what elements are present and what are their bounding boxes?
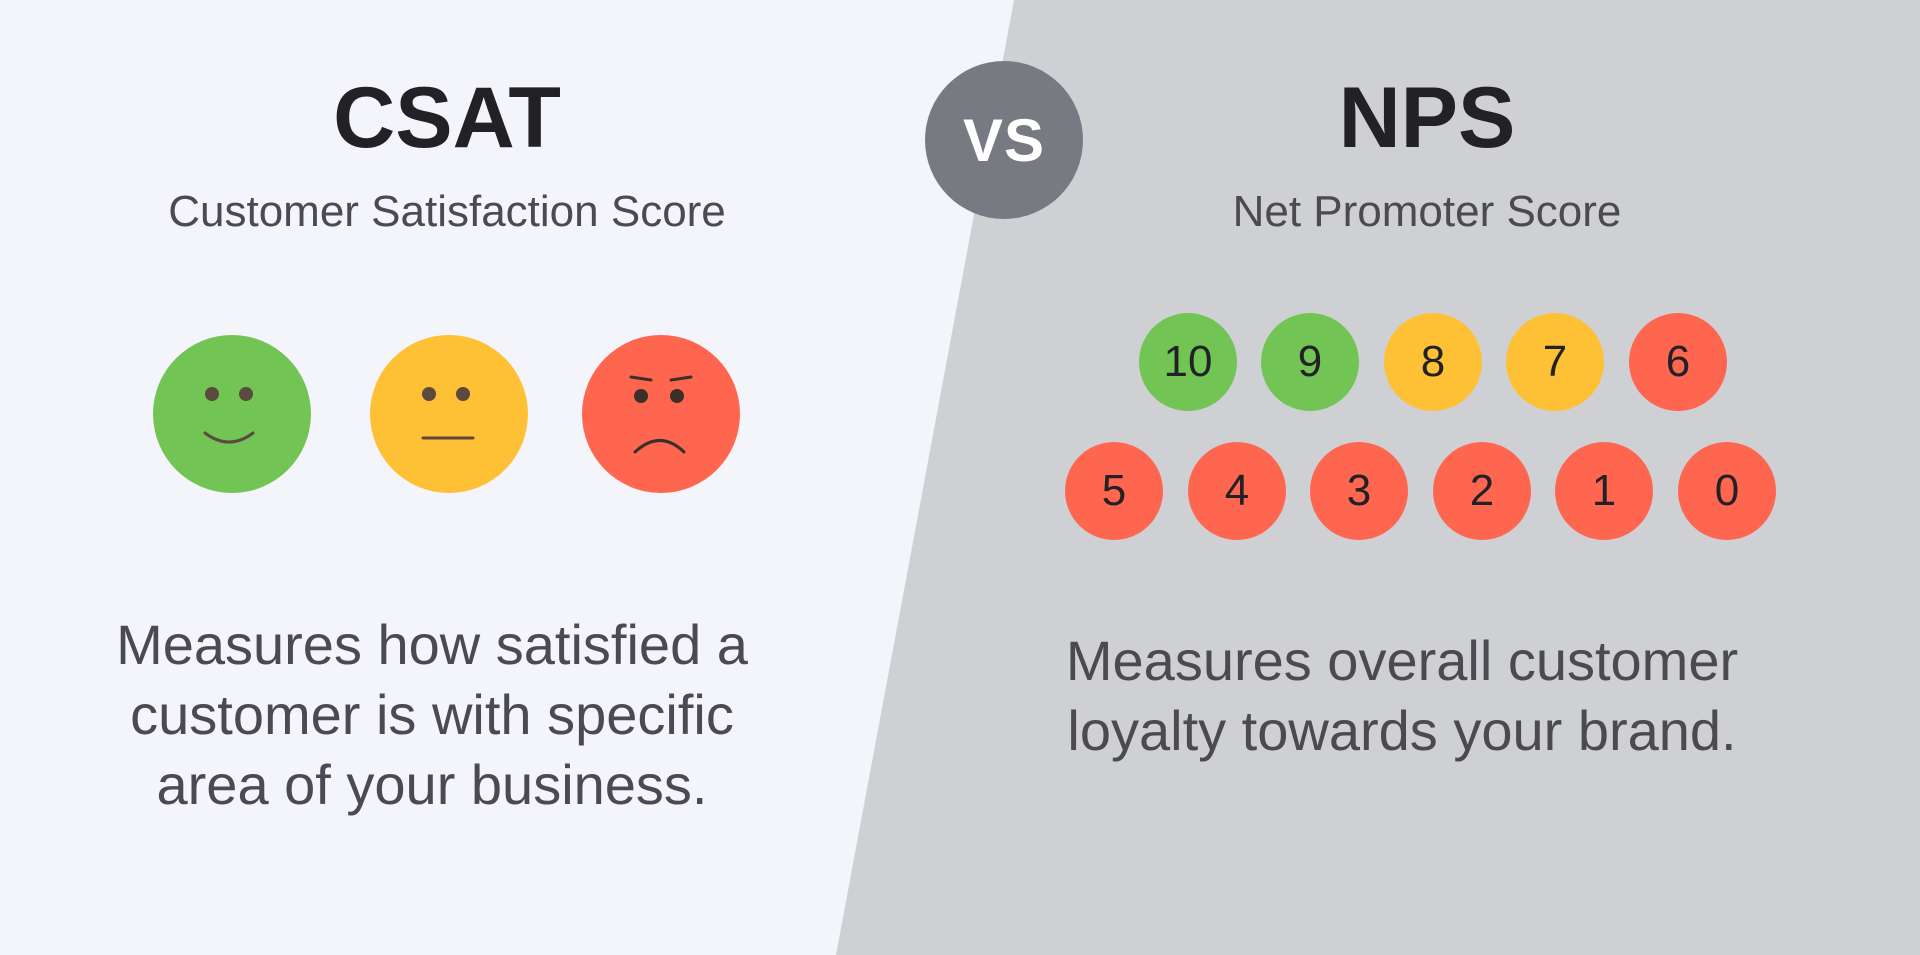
- neutral-face-icon: [370, 335, 528, 493]
- csat-subtitle: Customer Satisfaction Score: [168, 187, 726, 236]
- csat-description-line: Measures how satisfied a: [116, 613, 748, 676]
- nps-score-5: 5: [1065, 442, 1163, 540]
- nps-score-2: 2: [1433, 442, 1531, 540]
- nps-score-1: 1: [1555, 442, 1653, 540]
- nps-title: NPS: [1338, 70, 1516, 166]
- csat-description-line: customer is with specific: [130, 683, 734, 746]
- nps-score-10: 10: [1139, 313, 1237, 411]
- csat-description-line: area of your business.: [156, 753, 708, 816]
- csat-title: CSAT: [333, 70, 561, 166]
- nps-description-line: loyalty towards your brand.: [1067, 699, 1737, 762]
- nps-score-7: 7: [1506, 313, 1604, 411]
- angry-face-icon: [582, 335, 740, 493]
- nps-score-3: 3: [1310, 442, 1408, 540]
- nps-score-4: 4: [1188, 442, 1286, 540]
- nps-score-9: 9: [1261, 313, 1359, 411]
- nps-subtitle: Net Promoter Score: [1232, 187, 1622, 236]
- nps-description-line: Measures overall customer: [1065, 629, 1739, 692]
- csat-description: Measures how satisfied a customer is wit…: [60, 610, 804, 820]
- nps-score-0: 0: [1678, 442, 1776, 540]
- nps-score-6: 6: [1629, 313, 1727, 411]
- nps-description: Measures overall customer loyalty toward…: [1015, 626, 1789, 766]
- nps-score-8: 8: [1384, 313, 1482, 411]
- vs-badge: VS: [925, 61, 1083, 219]
- happy-face-icon: [153, 335, 311, 493]
